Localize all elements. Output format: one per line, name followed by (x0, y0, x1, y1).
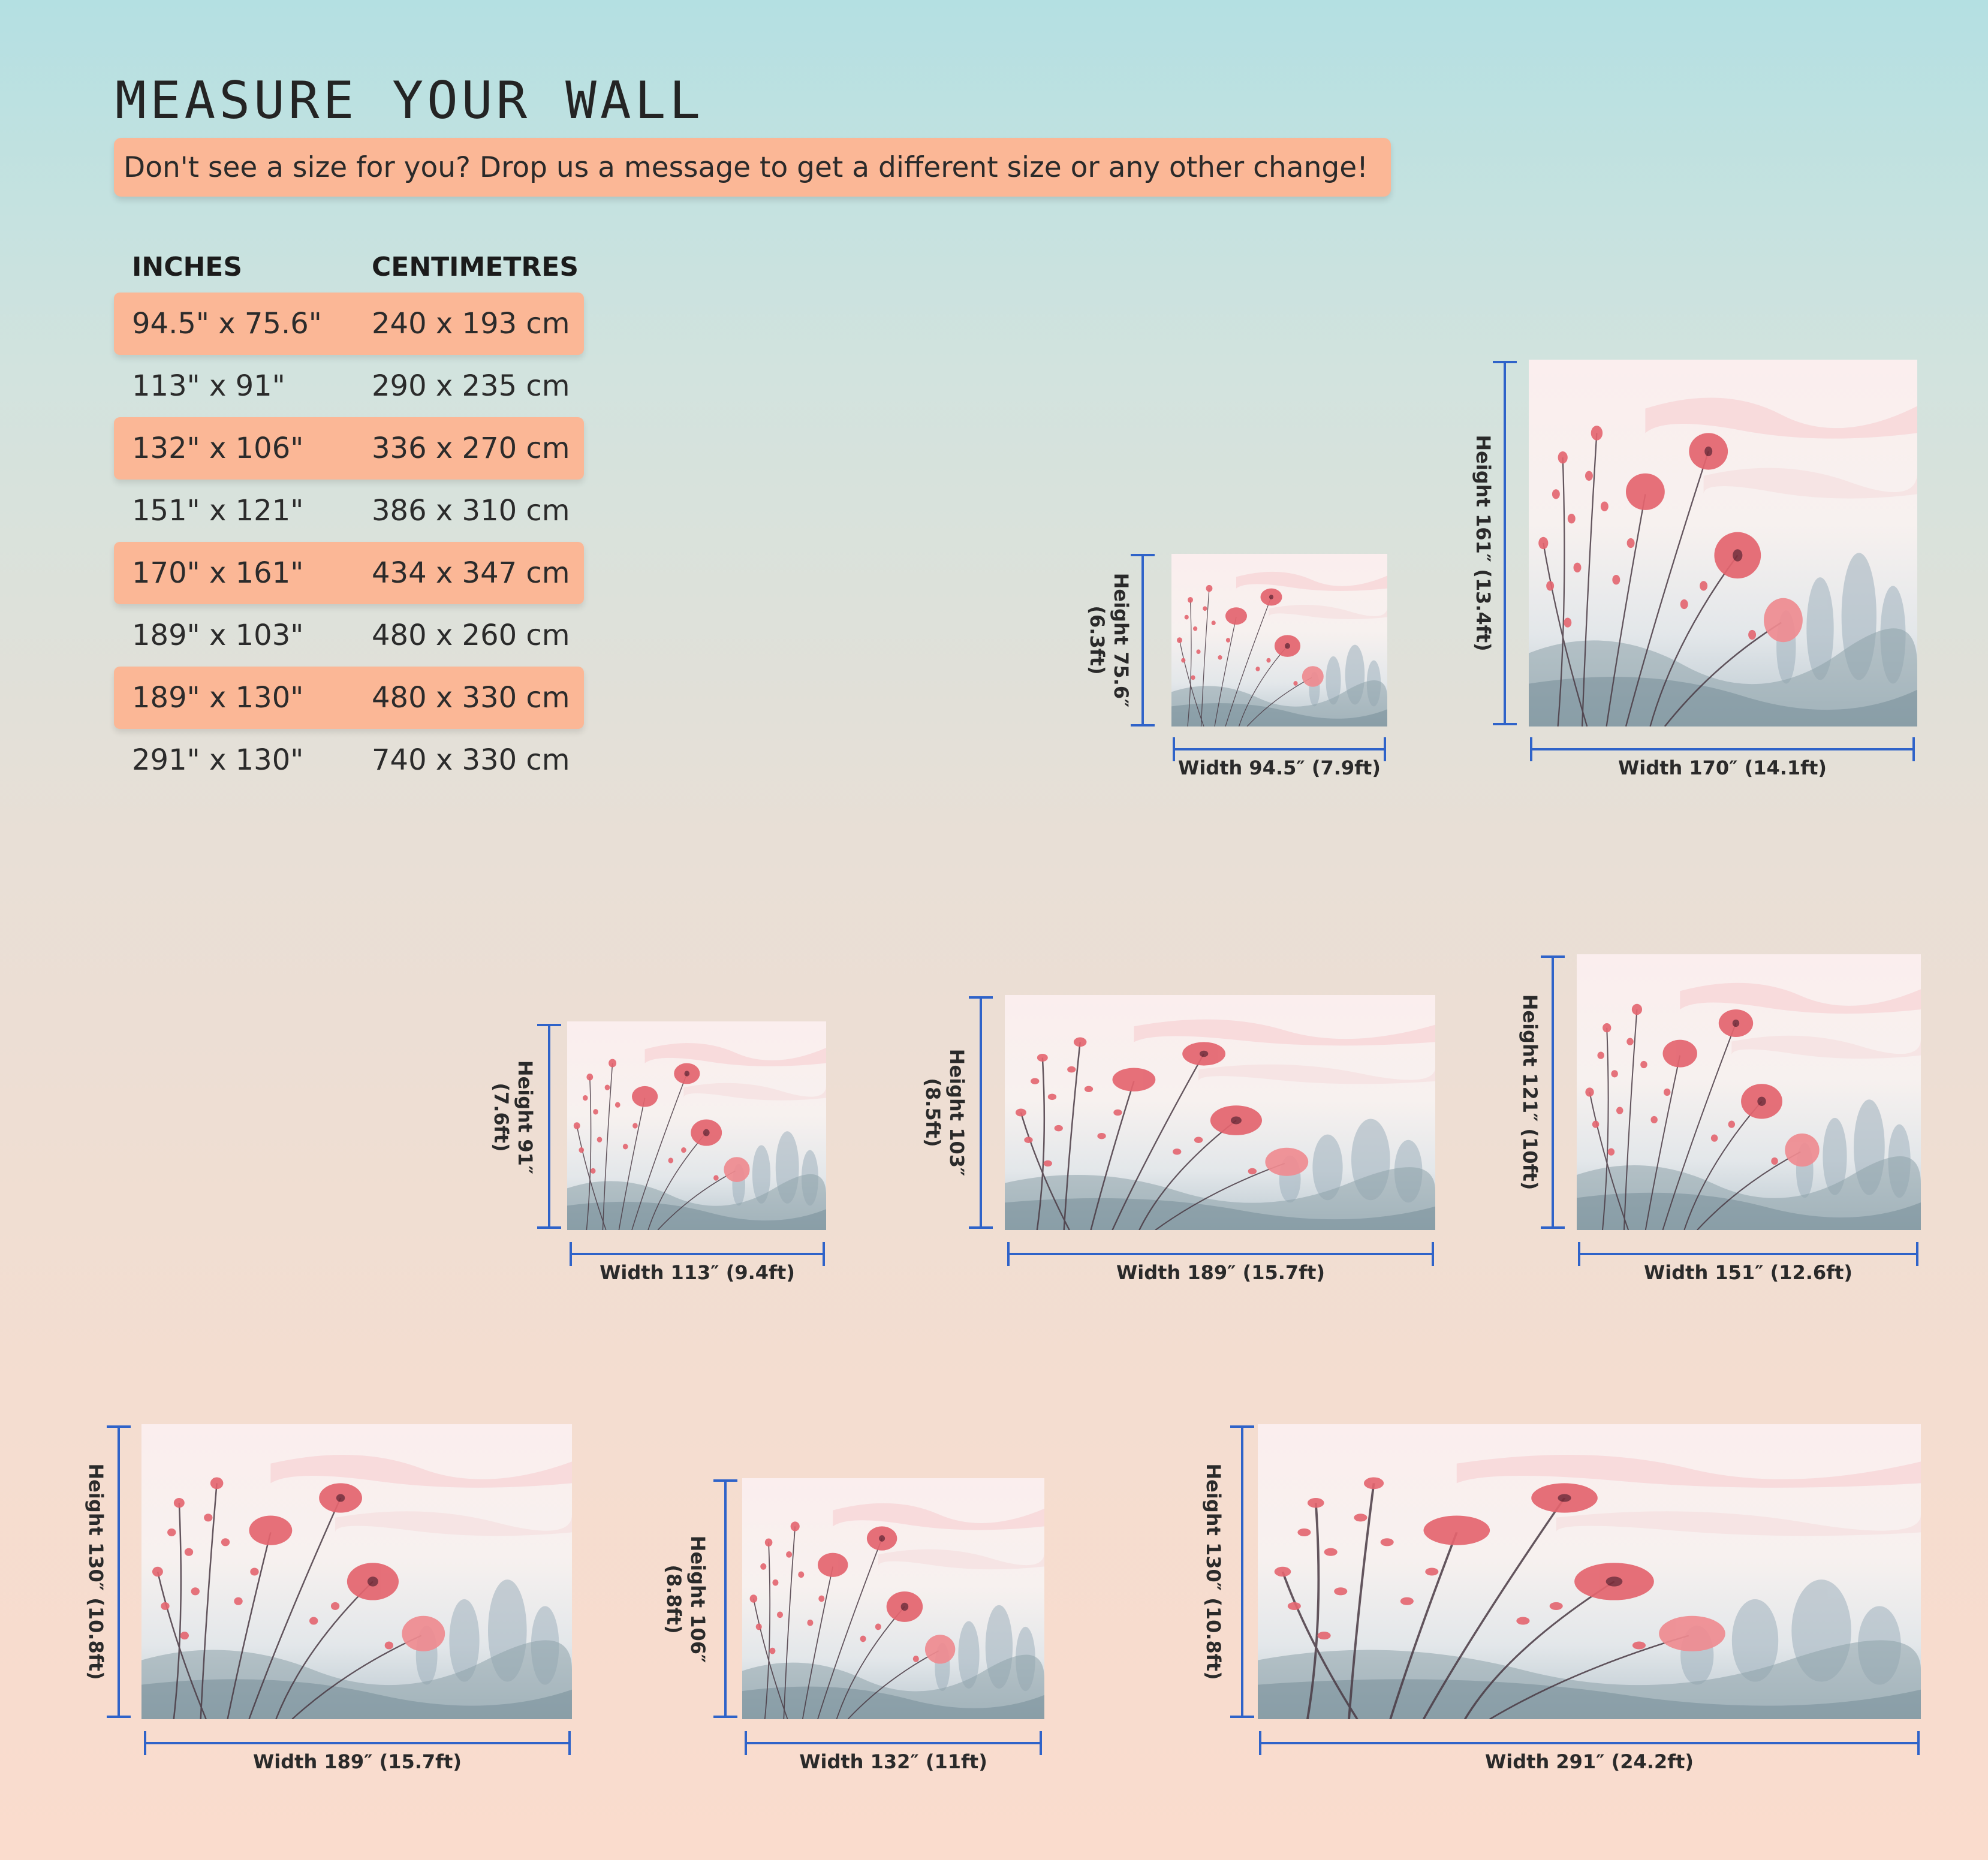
custom-size-banner: Don't see a size for you? Drop us a mess… (114, 138, 1391, 197)
column-header-centimetres: CENTIMETRES (372, 251, 579, 282)
width-label: Width 291″ (24.2ft) (1484, 1750, 1694, 1773)
size-inches: 94.5" x 75.6" (132, 307, 322, 340)
size-cm: 240 x 193 cm (372, 307, 570, 340)
width-label: Width 189″ (15.7ft) (252, 1750, 462, 1773)
size-cm: 290 x 235 cm (372, 369, 570, 403)
size-cm: 480 x 330 cm (372, 681, 570, 715)
mural-image (1171, 554, 1387, 726)
width-measure-line (570, 1242, 825, 1266)
size-inches: 151" x 121" (132, 494, 304, 527)
size-inches: 291" x 130" (132, 743, 304, 777)
width-measure-line (1173, 737, 1386, 761)
height-measure-line (1131, 554, 1155, 726)
height-measure-line (1541, 955, 1565, 1229)
height-label: Height 75.6″ (6.3ft) (1086, 572, 1132, 708)
height-label: Height 161″ (13.4ft) (1472, 435, 1495, 652)
height-label: Height 121″ (10ft) (1519, 994, 1541, 1190)
width-measure-line (1578, 1242, 1918, 1266)
height-measure-line (969, 996, 993, 1229)
mural-image (1529, 360, 1917, 726)
banner-text: Don't see a size for you? Drop us a mess… (124, 150, 1368, 184)
width-label: Width 113″ (9.4ft) (600, 1261, 795, 1284)
column-header-inches: INCHES (132, 251, 243, 282)
size-inches: 132" x 106" (132, 432, 304, 465)
size-cm: 740 x 330 cm (372, 743, 570, 777)
width-measure-line (1530, 737, 1915, 761)
height-measure-line (537, 1024, 561, 1229)
size-inches: 189" x 130" (132, 681, 304, 715)
width-measure-line (745, 1731, 1042, 1755)
size-row: 170" x 161" 434 x 347 cm (114, 542, 584, 604)
size-cm: 386 x 310 cm (372, 494, 570, 527)
width-measure-line (1259, 1731, 1920, 1755)
size-row: 132" x 106" 336 x 270 cm (114, 417, 584, 480)
width-label: Width 170″ (14.1ft) (1617, 756, 1827, 779)
height-label: Height 130″ (10.8ft) (85, 1463, 107, 1680)
size-cm: 480 x 260 cm (372, 619, 570, 652)
height-measure-line (1230, 1425, 1254, 1718)
height-label: Height 91″ (7.6ft) (490, 1060, 537, 1175)
height-label: Height 106″ (8.8ft) (662, 1535, 709, 1663)
size-row: 189" x 103" 480 x 260 cm (114, 604, 584, 667)
size-inches: 113" x 91" (132, 369, 285, 403)
width-label: Width 151″ (12.6ft) (1643, 1261, 1853, 1284)
mural-image (1577, 954, 1921, 1230)
mural-image (567, 1021, 826, 1230)
size-table: INCHES CENTIMETRES 94.5" x 75.6" 240 x 19… (114, 241, 584, 791)
size-cm: 434 x 347 cm (372, 556, 570, 590)
width-measure-line (1007, 1242, 1434, 1266)
width-measure-line (144, 1731, 571, 1755)
mural-image (141, 1424, 572, 1719)
height-label: Height 130″ (10.8ft) (1202, 1463, 1225, 1680)
size-row: 151" x 121" 386 x 310 cm (114, 480, 584, 542)
size-inches: 189" x 103" (132, 619, 304, 652)
mural-image (742, 1478, 1044, 1719)
width-label: Width 132″ (11ft) (799, 1750, 987, 1773)
size-inches: 170" x 161" (132, 556, 304, 590)
height-measure-line (1493, 361, 1517, 725)
width-label: Width 94.5″ (7.9ft) (1178, 756, 1381, 779)
height-measure-line (107, 1425, 131, 1718)
page-title: MEASURE YOUR WALL (115, 71, 704, 131)
mural-image (1005, 995, 1435, 1230)
size-row: 94.5" x 75.6" 240 x 193 cm (114, 293, 584, 355)
size-row: 291" x 130" 740 x 330 cm (114, 729, 584, 791)
size-table-header: INCHES CENTIMETRES (114, 241, 584, 293)
size-cm: 336 x 270 cm (372, 432, 570, 465)
height-measure-line (713, 1479, 737, 1718)
size-row: 113" x 91" 290 x 235 cm (114, 355, 584, 417)
size-row: 189" x 130" 480 x 330 cm (114, 667, 584, 729)
mural-image (1258, 1424, 1921, 1719)
height-label: Height 103″ (8.5ft) (921, 1048, 968, 1177)
width-label: Width 189″ (15.7ft) (1116, 1261, 1326, 1284)
